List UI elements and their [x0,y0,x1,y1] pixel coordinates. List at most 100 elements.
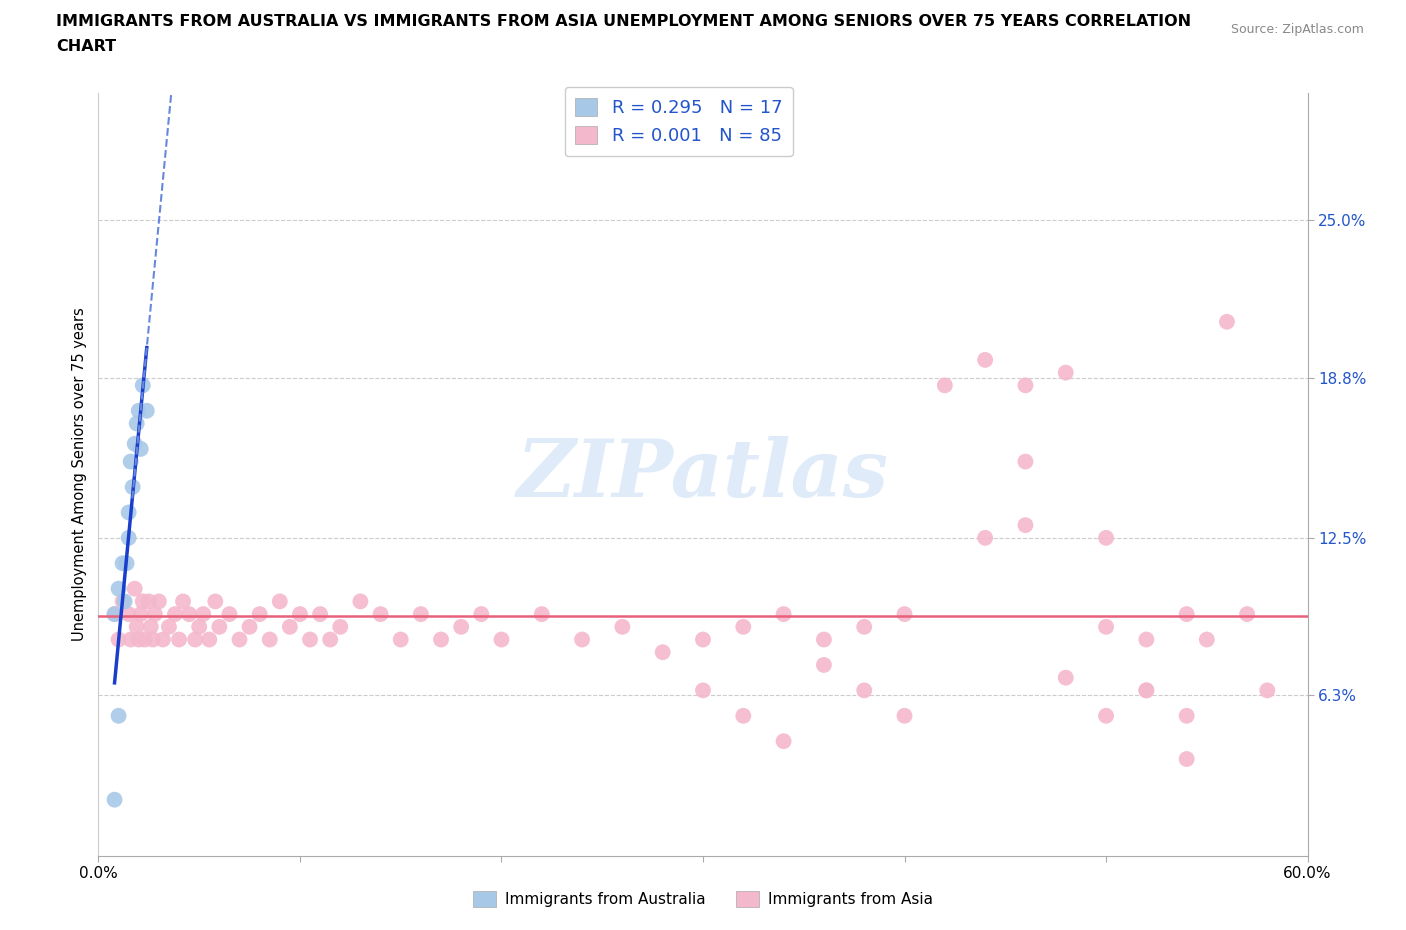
Point [470,606,492,621]
Point [974,530,997,545]
Point [114,594,136,609]
Point [198,632,221,647]
Point [132,378,155,392]
Point [228,632,250,647]
Point [692,632,714,647]
Point [167,632,190,647]
Point [128,404,150,418]
Text: CHART: CHART [56,39,117,54]
Point [129,606,152,621]
Point [124,581,146,596]
Point [115,556,138,571]
Point [853,683,876,698]
Point [135,404,157,418]
Point [1135,683,1157,698]
Point [125,416,148,431]
Point [103,792,125,807]
Point [204,594,226,609]
Point [530,606,553,621]
Point [249,606,271,621]
Point [288,606,311,621]
Point [1175,751,1198,766]
Point [143,606,166,621]
Point [1236,606,1258,621]
Point [128,632,150,647]
Point [1054,365,1077,380]
Text: IMMIGRANTS FROM AUSTRALIA VS IMMIGRANTS FROM ASIA UNEMPLOYMENT AMONG SENIORS OVE: IMMIGRANTS FROM AUSTRALIA VS IMMIGRANTS … [56,14,1191,29]
Text: Source: ZipAtlas.com: Source: ZipAtlas.com [1230,23,1364,36]
Point [139,619,162,634]
Point [329,619,352,634]
Y-axis label: Unemployment Among Seniors over 75 years: Unemployment Among Seniors over 75 years [72,308,87,641]
Point [1256,683,1278,698]
Point [138,594,160,609]
Point [772,606,794,621]
Point [132,594,155,609]
Point [1014,518,1036,533]
Point [1014,378,1036,392]
Point [651,644,673,659]
Text: ZIPatlas: ZIPatlas [517,435,889,513]
Point [1195,632,1218,647]
Legend: Immigrants from Australia, Immigrants from Asia: Immigrants from Australia, Immigrants fr… [467,884,939,913]
Legend: R = 0.295   N = 17, R = 0.001   N = 85: R = 0.295 N = 17, R = 0.001 N = 85 [565,86,793,156]
Point [974,352,997,367]
Point [1014,454,1036,469]
Point [129,442,152,457]
Point [1175,606,1198,621]
Point [1135,683,1157,698]
Point [107,709,129,724]
Point [120,454,142,469]
Point [1054,671,1077,685]
Point [692,683,714,698]
Point [1216,314,1239,329]
Point [134,632,156,647]
Point [491,632,513,647]
Point [118,530,141,545]
Point [571,632,593,647]
Point [1095,619,1118,634]
Point [813,658,835,672]
Point [853,619,876,634]
Point [184,632,207,647]
Point [389,632,412,647]
Point [125,619,148,634]
Point [430,632,453,647]
Point [208,619,231,634]
Point [103,606,125,621]
Point [772,734,794,749]
Point [1175,709,1198,724]
Point [349,594,371,609]
Point [893,709,915,724]
Point [118,505,141,520]
Point [152,632,174,647]
Point [813,632,835,647]
Point [107,581,129,596]
Point [450,619,472,634]
Point [103,606,125,621]
Point [179,606,201,621]
Point [107,632,129,647]
Point [269,594,291,609]
Point [218,606,240,621]
Point [612,619,634,634]
Point [124,436,146,451]
Point [120,632,142,647]
Point [893,606,915,621]
Point [148,594,170,609]
Point [163,606,186,621]
Point [188,619,211,634]
Point [733,619,755,634]
Point [299,632,322,647]
Point [1135,632,1157,647]
Point [1095,709,1118,724]
Point [259,632,281,647]
Point [121,480,143,495]
Point [239,619,262,634]
Point [1095,530,1118,545]
Point [278,619,301,634]
Point [111,556,134,571]
Point [409,606,432,621]
Point [733,709,755,724]
Point [111,594,134,609]
